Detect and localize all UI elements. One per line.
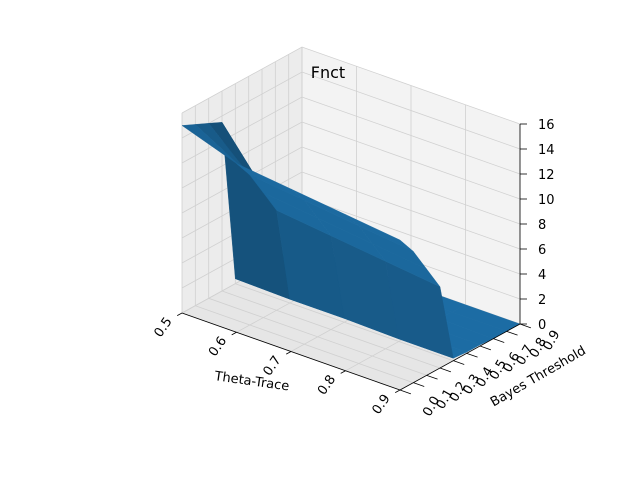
x-tick-label: 0.9	[369, 392, 393, 418]
z-tick-label: 0	[538, 318, 546, 333]
z-tick-label: 10	[538, 193, 555, 208]
x-tick-label: 0.5	[151, 315, 175, 341]
y-tick	[466, 352, 478, 358]
surface-plot	[181, 122, 521, 359]
z-tick-label: 6	[538, 243, 546, 258]
x-axis-label: Theta-Trace	[213, 369, 291, 394]
y-axis-line	[399, 323, 521, 391]
surface-face	[345, 214, 414, 252]
y-tick	[426, 374, 438, 380]
gridline-z	[181, 146, 521, 225]
z-tick-label: 16	[538, 118, 555, 133]
z-tick-label: 2	[538, 293, 546, 308]
x-tick-label: 0.8	[315, 373, 339, 399]
z-tick-label: 12	[538, 168, 555, 183]
tick-marks	[177, 123, 532, 395]
y-tick	[439, 367, 452, 373]
y-tick	[506, 330, 518, 336]
z-tick-label: 14	[538, 143, 555, 158]
chart-title: Fnct	[311, 63, 345, 82]
z-tick-label: 8	[538, 218, 546, 233]
gridline-z	[181, 121, 521, 200]
gridline-z	[181, 171, 521, 250]
x-tick	[177, 312, 183, 316]
y-tick	[399, 389, 412, 395]
x-tick	[340, 370, 346, 374]
y-tick	[453, 360, 465, 365]
z-tick-label: 4	[538, 268, 546, 283]
gridline-z	[181, 46, 521, 125]
x-tick	[231, 331, 237, 336]
y-tick	[413, 382, 425, 387]
x-tick	[286, 351, 292, 355]
y-tick	[479, 345, 492, 351]
y-tick	[493, 338, 505, 343]
y-tick	[519, 323, 532, 329]
x-tick	[395, 389, 401, 393]
gridline-z	[181, 71, 521, 150]
x-tick-label: 0.6	[206, 334, 230, 360]
